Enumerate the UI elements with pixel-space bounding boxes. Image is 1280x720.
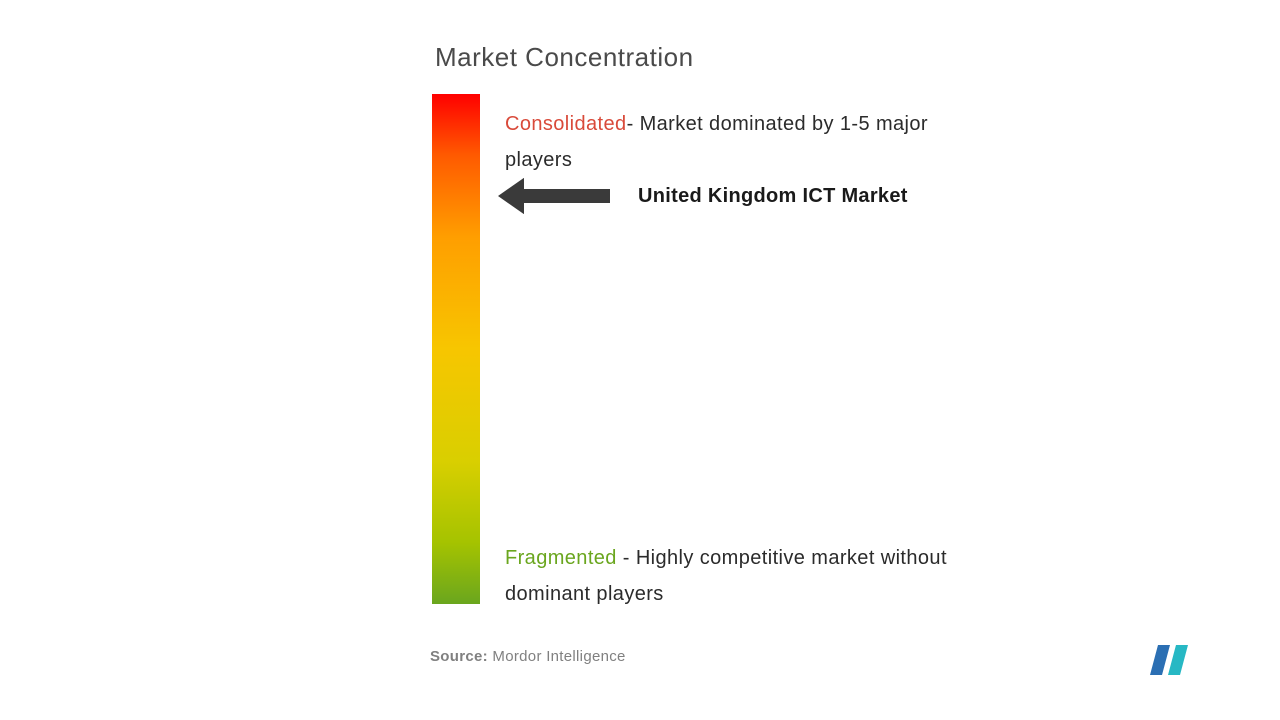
market-position-marker: United Kingdom ICT Market xyxy=(498,178,908,214)
fragmented-label: Fragmented - Highly competitive market w… xyxy=(505,540,955,612)
market-name-label: United Kingdom ICT Market xyxy=(638,185,908,208)
arrow-left-icon xyxy=(498,178,618,214)
fragmented-keyword: Fragmented xyxy=(505,547,617,569)
source-key: Source: xyxy=(430,648,488,665)
logo-icon xyxy=(1148,645,1192,675)
gradient-svg xyxy=(432,94,480,604)
chart-title: Market Concentration xyxy=(435,42,694,73)
source-attribution: Source: Mordor Intelligence xyxy=(430,648,626,665)
consolidated-keyword: Consolidated xyxy=(505,113,627,135)
source-value: Mordor Intelligence xyxy=(492,648,625,665)
concentration-gradient-bar xyxy=(432,94,480,604)
infographic-canvas: Market Concentration Consolidated- Marke… xyxy=(0,0,1280,720)
consolidated-label: Consolidated- Market dominated by 1-5 ma… xyxy=(505,106,935,178)
brand-logo xyxy=(1148,645,1192,680)
